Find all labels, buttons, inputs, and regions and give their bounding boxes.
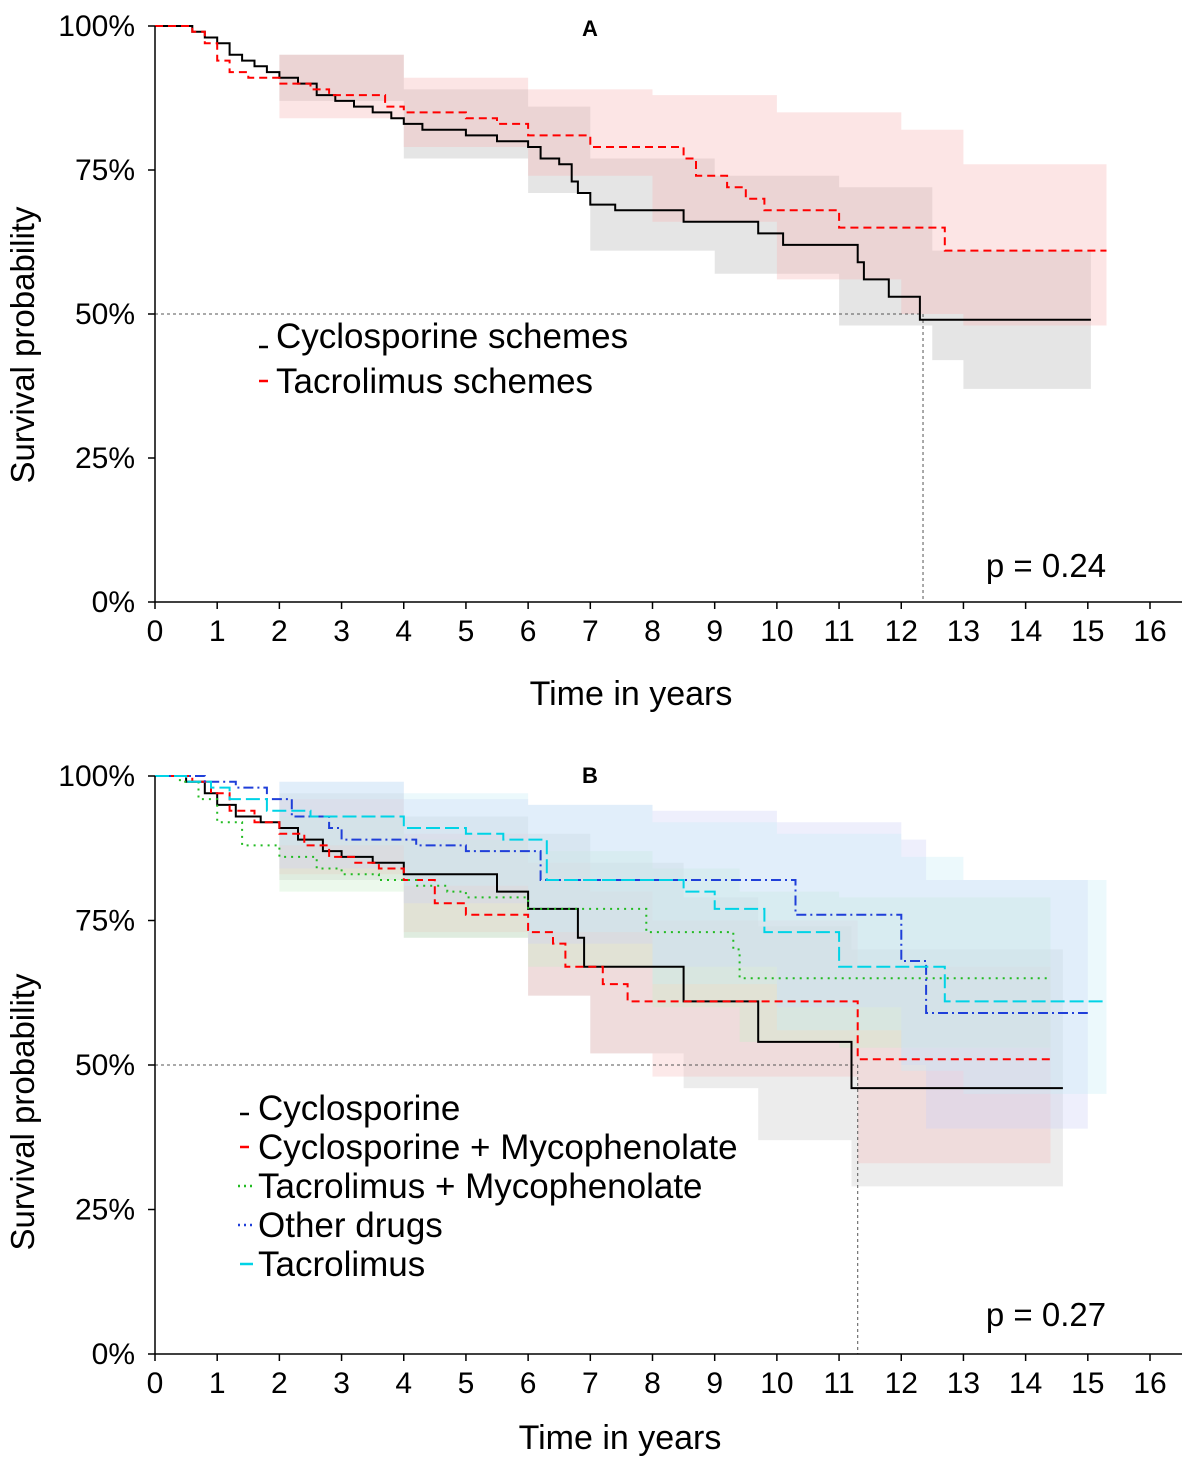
panel-a-x-tick-label: 15 — [1071, 615, 1104, 648]
panel-a-ticks: 0 1 2 3 4 5 6 7 8 9 10 11 12 13 14 15 160%25%50%75%100% — [58, 10, 1166, 648]
panel-a-y-tick-label: 75% — [75, 154, 135, 187]
panel-b-x-tick-label: 6 — [520, 1367, 537, 1400]
panel-b-curve-cyclosporine-mycophenolate — [155, 775, 1051, 1061]
panel-b-label: B — [582, 763, 598, 788]
panel-a-x-tick-label: 7 — [582, 615, 599, 648]
panel-a-x-tick-label: 13 — [947, 615, 980, 648]
panel-a-x-tick-label: 6 — [520, 615, 537, 648]
panel-b-ci-band-cyclosporine — [155, 776, 1063, 1187]
panel-a-confidence-bands — [155, 26, 1107, 389]
panel-b-y-tick-label: 75% — [75, 905, 135, 938]
panel-b-y-tick-label: 25% — [75, 1194, 135, 1227]
panel-b-x-tick-label: 4 — [395, 1367, 412, 1400]
panel-a-y-tick-label: 25% — [75, 442, 135, 475]
panel-b-x-tick-label: 11 — [823, 1367, 854, 1400]
panel-b-legend-item-cyclosporine-mycophenolate: Cyclosporine + Mycophenolate — [240, 1128, 738, 1167]
panel-b-median-lines — [155, 1064, 859, 1354]
panel-b-x-tick-label: 2 — [271, 1367, 288, 1400]
panel-a-y-tick-label: 50% — [75, 298, 135, 331]
panel-b-legend: Cyclosporine Cyclosporine + Mycophenolat… — [238, 1089, 738, 1284]
panel-b-x-tick-label: 14 — [1009, 1367, 1042, 1400]
panel-a-x-tick-label: 9 — [706, 615, 723, 648]
legend-label-cyclosporine-schemes: Cyclosporine schemes — [276, 317, 628, 356]
panel-b-y-tick-label: 100% — [58, 760, 135, 793]
panel-a-median-lines — [155, 313, 924, 602]
panel-a-legend: Cyclosporine schemes Tacrolimus schemes — [259, 317, 628, 401]
panel-b-ci-band-tacrolimus — [155, 776, 1107, 1094]
panel-b-ticks: 0 1 2 3 4 5 6 7 8 9 10 11 12 13 14 15 160%25%50%75%100% — [58, 760, 1166, 1400]
panel-a-x-tick-label: 14 — [1009, 615, 1042, 648]
panel-a-x-tick-label: 12 — [885, 615, 918, 648]
panel-b-legend-item-cyclosporine: Cyclosporine — [240, 1089, 460, 1128]
panel-a-ci-band-cyclosporine-schemes — [155, 26, 1091, 389]
panel-a-y-tick-label: 0% — [92, 586, 135, 619]
panel-b-y-tick-label: 50% — [75, 1049, 135, 1082]
panel-b-ci-band-tacrolimus-mycophenolate — [155, 776, 1051, 1048]
panel-a-p-value: p = 0.24 — [986, 547, 1106, 584]
panel-b-x-tick-label: 13 — [947, 1367, 980, 1400]
panel-b-x-tick-label: 1 — [209, 1367, 226, 1400]
panel-a-curve-tacrolimus-schemes — [155, 25, 1107, 252]
panel-b-x-tick-label: 16 — [1133, 1367, 1166, 1400]
panel-a-x-tick-label: 4 — [395, 615, 412, 648]
panel-b-x-tick-label: 8 — [644, 1367, 661, 1400]
panel-b-x-tick-label: 15 — [1071, 1367, 1104, 1400]
panel-b-legend-item-tacrolimus: Tacrolimus — [240, 1245, 425, 1284]
panel-a-chart: 0 1 2 3 4 5 6 7 8 9 10 11 12 13 14 15 160%25%50%75%100% … — [4, 10, 1182, 713]
panel-b-x-axis-label: Time in years — [519, 1419, 722, 1457]
legend-label-cyclosporine: Cyclosporine — [258, 1089, 460, 1128]
panel-b-curve-tacrolimus — [155, 775, 1107, 1003]
legend-label-tacrolimus: Tacrolimus — [258, 1245, 425, 1284]
panel-b-x-tick-label: 9 — [706, 1367, 723, 1400]
panel-b-x-tick-label: 3 — [333, 1367, 350, 1400]
panel-a-x-tick-label: 5 — [458, 615, 475, 648]
panel-b-x-tick-label: 12 — [885, 1367, 918, 1400]
legend-label-tacrolimus-mycophenolate: Tacrolimus + Mycophenolate — [258, 1167, 703, 1206]
panel-a-y-axis-label: Survival probability — [4, 206, 41, 483]
panel-b-x-tick-label: 7 — [582, 1367, 599, 1400]
panel-b-x-tick-label: 0 — [147, 1367, 164, 1400]
panel-a-x-tick-label: 11 — [823, 615, 854, 648]
panel-a-x-axis-label: Time in years — [530, 675, 733, 713]
legend-label-other-drugs: Other drugs — [258, 1206, 443, 1245]
panel-a-curve-cyclosporine-schemes — [155, 25, 1091, 321]
panel-b-y-axis-label: Survival probability — [4, 973, 41, 1250]
panel-a-legend-item-cyclosporine-schemes: Cyclosporine schemes — [259, 317, 628, 356]
panel-b-legend-item-other-drugs: Other drugs — [238, 1206, 443, 1245]
panel-b-ci-band-other-drugs — [155, 776, 1088, 1129]
legend-label-cyclosporine-mycophenolate: Cyclosporine + Mycophenolate — [258, 1128, 738, 1167]
panel-a-y-tick-label: 100% — [58, 10, 135, 43]
panel-b-survival-curves — [155, 775, 1107, 1090]
panel-a-x-tick-label: 1 — [209, 615, 226, 648]
panel-b-legend-item-tacrolimus-mycophenolate: Tacrolimus + Mycophenolate — [238, 1167, 703, 1206]
legend-label-tacrolimus-schemes: Tacrolimus schemes — [276, 362, 593, 401]
panel-b-p-value: p = 0.27 — [986, 1296, 1106, 1333]
panel-a-survival-curves — [155, 25, 1107, 321]
panel-b-chart: 0 1 2 3 4 5 6 7 8 9 10 11 12 13 14 15 160%25%50%75%100% … — [4, 760, 1182, 1457]
panel-a-x-tick-label: 3 — [333, 615, 350, 648]
panel-b-x-tick-label: 5 — [458, 1367, 475, 1400]
panel-a-x-tick-label: 8 — [644, 615, 661, 648]
panel-b-x-tick-label: 10 — [760, 1367, 793, 1400]
panel-a-ci-band-tacrolimus-schemes — [155, 26, 1107, 326]
panel-a-label: A — [582, 16, 598, 41]
panel-a-x-tick-label: 0 — [147, 615, 164, 648]
panel-b-curve-other-drugs — [155, 775, 1088, 1014]
panel-a-legend-item-tacrolimus-schemes: Tacrolimus schemes — [259, 362, 593, 401]
panel-b-confidence-bands — [155, 776, 1107, 1187]
panel-a-x-tick-label: 2 — [271, 615, 288, 648]
panel-a-x-tick-label: 16 — [1133, 615, 1166, 648]
panel-b-y-tick-label: 0% — [92, 1338, 135, 1371]
panel-a-x-tick-label: 10 — [760, 615, 793, 648]
